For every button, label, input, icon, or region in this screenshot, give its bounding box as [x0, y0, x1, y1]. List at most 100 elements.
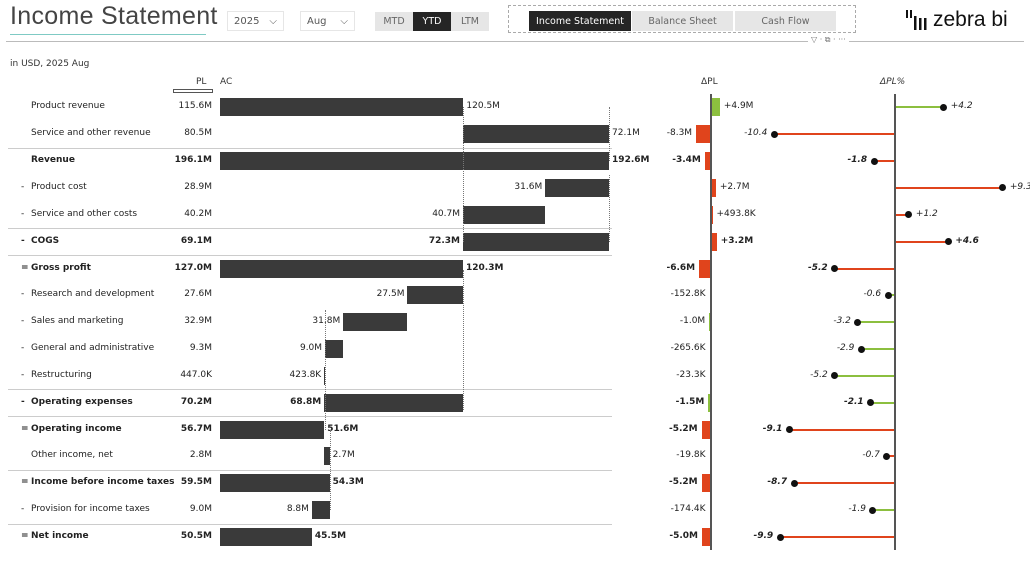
dpl-bar: [699, 259, 711, 278]
period-ltm[interactable]: LTM: [451, 12, 489, 31]
dplpct-value-label: -1.8: [847, 155, 868, 166]
dplpct-value-label: -8.7: [767, 477, 788, 488]
row-prefix: -: [21, 504, 25, 515]
pl-value: 2.8M: [189, 450, 212, 461]
dplpct-stem: [834, 374, 895, 377]
row-label: Research and development: [31, 289, 155, 300]
title-underline: [10, 34, 206, 35]
row-prefix: =: [21, 423, 29, 434]
row-prefix: -: [21, 181, 25, 192]
dpl-bar: [708, 393, 711, 412]
dplpct-stem: [895, 240, 949, 243]
dplpct-dot: [869, 506, 877, 514]
dpl-value-label: +4.9M: [723, 101, 754, 112]
dplpct-dot: [831, 372, 839, 380]
dplpct-value-label: -5.2: [808, 262, 828, 273]
row-label: General and administrative: [31, 343, 155, 354]
dplpct-value-label: -3.2: [833, 316, 851, 327]
ac-value-label: 2.7M: [332, 450, 355, 461]
dpl-value-label: +2.7M: [719, 181, 750, 192]
ac-bar: [220, 98, 464, 117]
dplpct-value-label: +4.6: [955, 235, 979, 246]
nav-cash-flow[interactable]: Cash Flow: [735, 11, 836, 31]
ac-value-label: 68.8M: [290, 396, 322, 407]
waterfall-connector: [609, 175, 610, 242]
period-ytd[interactable]: YTD: [413, 12, 451, 31]
dplpct-stem: [774, 133, 895, 136]
page-title: Income Statement: [10, 2, 218, 30]
ac-value-label: 120.3M: [466, 262, 504, 273]
header-divider: [6, 41, 1024, 42]
row-prefix: -: [21, 289, 25, 300]
dplpct-stem: [780, 536, 895, 539]
pl-value: 27.6M: [184, 289, 212, 300]
dplpct-stem: [895, 106, 944, 109]
dplpct-dot: [883, 452, 891, 460]
dplpct-stem: [857, 321, 895, 324]
navigation-frame: [508, 5, 856, 33]
ac-value-label: 51.6M: [327, 423, 359, 434]
row-label: Service and other costs: [31, 208, 138, 219]
row-prefix: -: [21, 396, 25, 407]
month-dropdown[interactable]: Aug ⌵: [300, 11, 355, 31]
ac-bar: [463, 125, 610, 144]
ac-bar: [220, 259, 463, 278]
dplpct-dot: [940, 103, 948, 111]
dplpct-value-label: -1.9: [848, 504, 866, 515]
ac-bar: [325, 340, 344, 359]
row-label: Revenue: [31, 155, 75, 166]
nav-balance-sheet[interactable]: Balance Sheet: [632, 11, 733, 31]
dpl-bar: [711, 232, 717, 251]
dplpct-dot: [999, 184, 1007, 192]
chevron-down-icon: ⌵: [269, 15, 277, 27]
dplpct-dot: [870, 157, 878, 165]
pl-value: 56.7M: [180, 423, 212, 434]
dplpct-stem: [895, 186, 1003, 189]
dpl-bar: [711, 178, 716, 197]
row-label: COGS: [31, 235, 60, 246]
waterfall-connector: [330, 430, 331, 510]
dplpct-dot: [854, 318, 862, 326]
visual-header-icons[interactable]: ▽ · ⧉ · ···: [808, 35, 849, 45]
dpl-value-label: -265.6K: [670, 343, 706, 354]
dpl-value-label: -6.6M: [666, 262, 696, 273]
dplpct-value-label: -9.9: [753, 531, 774, 542]
ac-value-label: 192.6M: [612, 155, 650, 166]
ac-bar: [220, 474, 330, 493]
dplpct-stem: [886, 455, 895, 458]
row-label: Gross profit: [31, 262, 91, 273]
dplpct-value-label: +9.3: [1009, 181, 1030, 192]
row-prefix: =: [21, 477, 29, 488]
row-prefix: =: [21, 262, 29, 273]
row-label: Service and other revenue: [31, 128, 151, 139]
period-mtd[interactable]: MTD: [375, 12, 413, 31]
pl-value: 59.5M: [180, 477, 212, 488]
dpl-value-label: -3.4M: [672, 155, 701, 166]
pl-value: 9.0M: [189, 504, 212, 515]
dplpct-dot: [831, 265, 839, 273]
dplpct-stem: [789, 428, 895, 431]
pl-value: 40.2M: [184, 208, 212, 219]
dplpct-dot: [770, 130, 778, 138]
pl-value: 28.9M: [184, 181, 212, 192]
nav-income-statement[interactable]: Income Statement: [529, 11, 631, 31]
dpl-value-label: +493.8K: [716, 208, 756, 219]
dplpct-value-label: -5.2: [810, 369, 828, 380]
ac-bar: [220, 152, 610, 171]
dplpct-value-label: -10.4: [744, 128, 768, 139]
dpl-value-label: -5.2M: [669, 477, 698, 488]
dplpct-value-label: -0.6: [863, 289, 882, 300]
ac-bar: [463, 205, 546, 224]
pl-value: 9.3M: [189, 343, 212, 354]
dplpct-value-label: -9.1: [762, 423, 783, 434]
dplpct-stem: [874, 160, 895, 163]
ac-value-label: 31.6M: [514, 181, 543, 192]
ac-bar: [343, 313, 408, 332]
ac-bar: [220, 420, 325, 439]
row-separator: [8, 255, 612, 257]
dpl-value-label: -1.5M: [675, 396, 705, 407]
year-dropdown[interactable]: 2025 ⌵: [227, 11, 284, 31]
chevron-down-icon: ⌵: [340, 15, 348, 27]
pl-value: 115.6M: [178, 101, 212, 112]
